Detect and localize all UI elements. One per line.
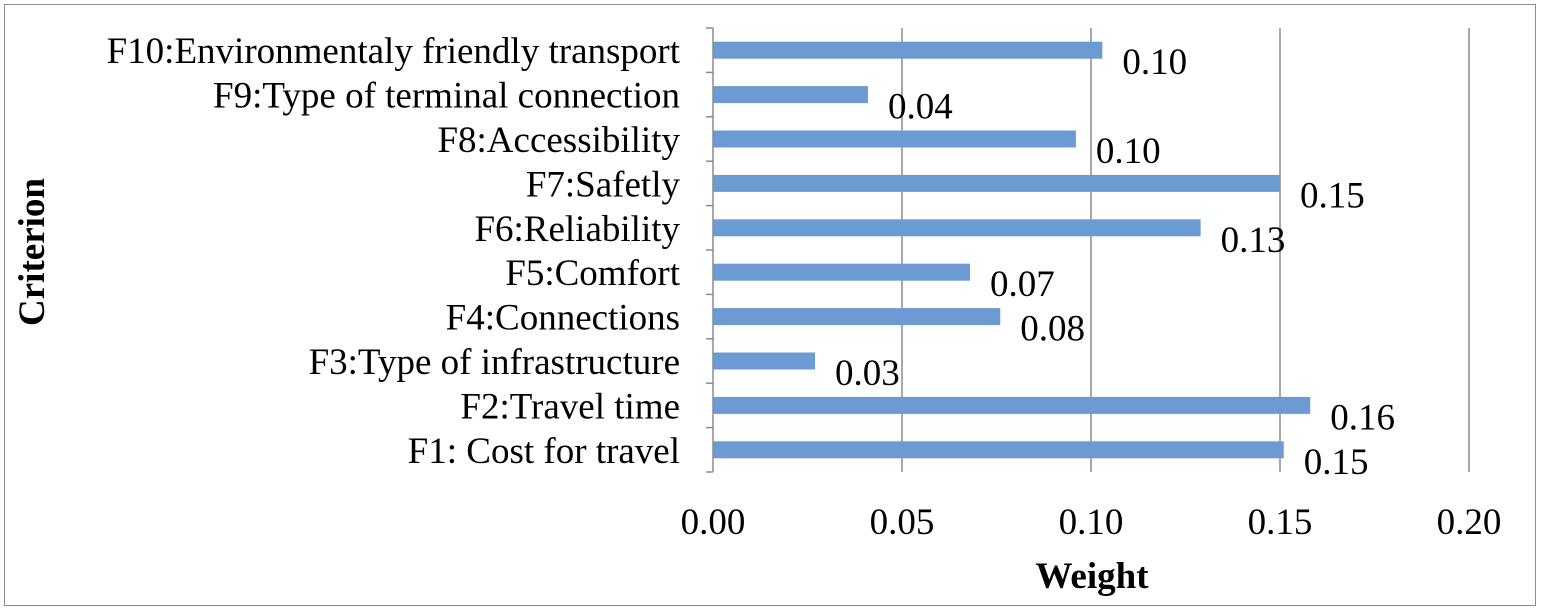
category-label: F4:Connections [446,298,680,339]
category-label: F3:Type of infrastructure [309,342,680,383]
data-label: 0.15 [1300,175,1365,216]
x-axis-title: Weight [1035,556,1149,597]
x-tick-label: 0.05 [870,502,935,543]
data-label: 0.03 [835,353,900,394]
x-tick-label: 0.15 [1248,502,1313,543]
bar [713,308,1001,326]
bar [713,41,1103,59]
bar [713,352,816,370]
category-label: F9:Type of terminal connection [213,76,680,117]
bar [713,396,1311,414]
data-label: 0.16 [1330,397,1395,438]
bar [713,174,1280,192]
category-label: F1: Cost for travel [408,431,680,472]
bars [713,41,1311,459]
data-label: 0.10 [1096,131,1161,172]
bar [713,263,971,281]
data-label: 0.13 [1221,220,1286,261]
x-tick-label: 0.10 [1059,502,1124,543]
data-label: 0.15 [1304,442,1369,483]
bar [713,130,1076,148]
labels: 0.00 0.05 0.10 0.15 0.20 F1: Cost for travel 0… [107,31,1502,543]
category-label: F10:Environmentaly friendly transport [107,31,681,72]
category-label: F6:Reliability [474,209,680,250]
data-label: 0.04 [888,87,953,128]
y-axis-title: Criterion [12,178,53,326]
data-label: 0.08 [1020,309,1085,350]
bar [713,441,1284,459]
category-label: F5:Comfort [505,253,680,294]
category-label: F2:Travel time [460,386,680,427]
category-label: F8:Accessibility [437,120,680,161]
axes [706,27,714,473]
bar [713,219,1201,237]
x-tick-label: 0.00 [681,502,746,543]
data-label: 0.07 [990,264,1055,305]
category-label: F7:Safetly [526,164,681,205]
x-tick-label: 0.20 [1437,502,1502,543]
data-label: 0.10 [1122,42,1187,83]
bar [713,86,868,104]
